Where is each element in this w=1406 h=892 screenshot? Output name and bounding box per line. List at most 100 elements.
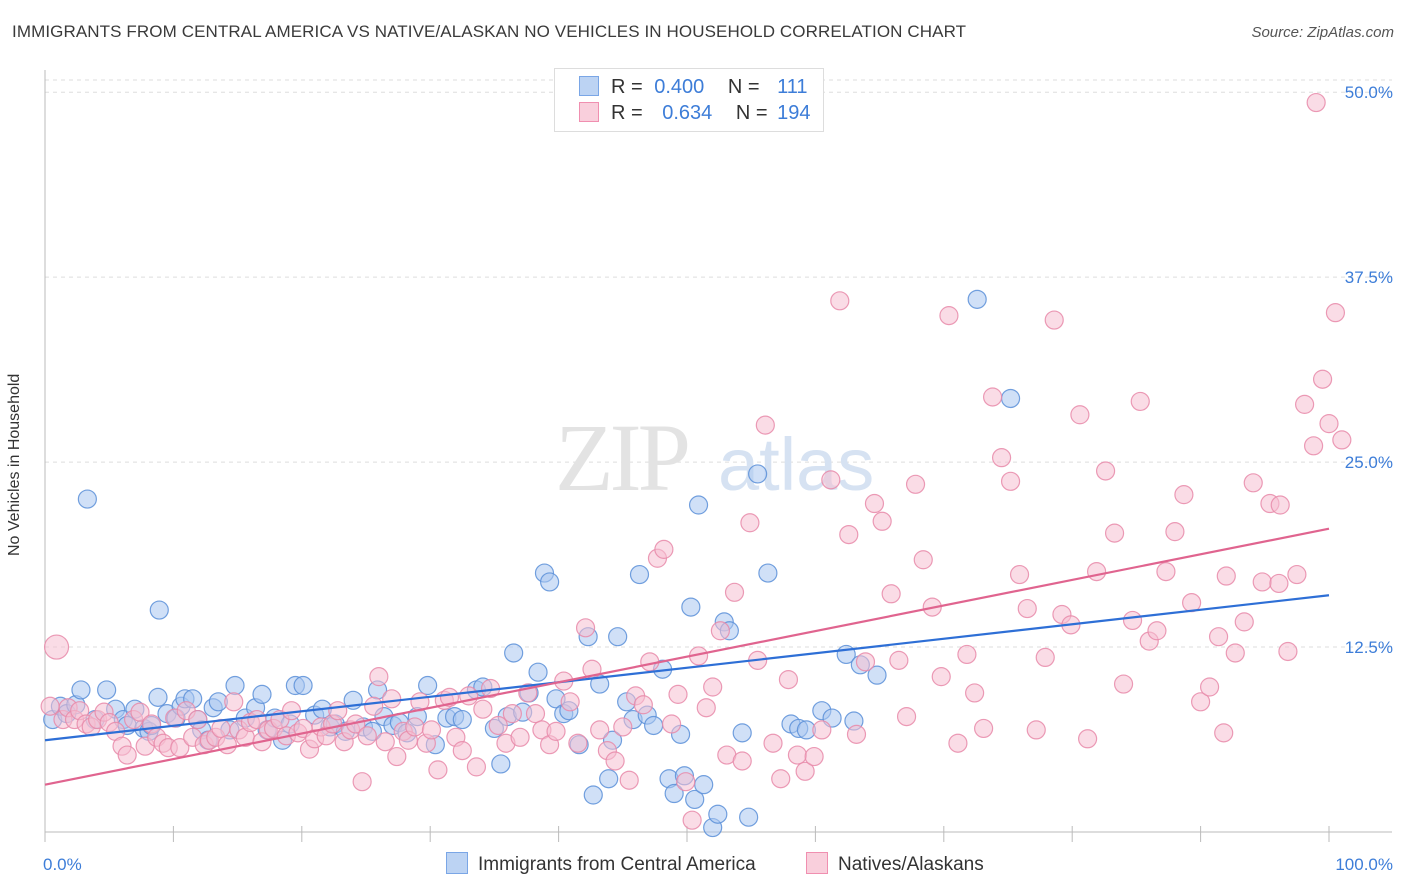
legend-r-label: R = <box>611 102 643 124</box>
pink-point <box>1026 720 1046 740</box>
watermark-atlas: atlas <box>718 423 874 506</box>
blue-point <box>732 723 752 743</box>
legend-n-value: 111 <box>777 76 808 98</box>
pink-point <box>382 689 402 709</box>
pink-point <box>633 695 653 715</box>
pink-point <box>117 745 137 765</box>
pink-point <box>703 677 723 697</box>
pink-point <box>130 702 150 722</box>
pink-point <box>502 704 522 724</box>
pink-point <box>488 715 508 736</box>
blue-point <box>252 684 272 704</box>
pink-point <box>1000 471 1021 491</box>
legend-row-series2: R = 0.634 N = 194 <box>579 102 811 126</box>
pink-point <box>821 470 841 490</box>
pink-point <box>1095 461 1116 481</box>
pink-point <box>421 720 442 740</box>
y-tick-label: 50.0% <box>1345 83 1393 102</box>
blue-point <box>748 464 768 484</box>
pink-point <box>991 448 1012 468</box>
blue-trend-line <box>44 594 1330 742</box>
pink-point <box>188 709 208 730</box>
watermark: ZIP atlas <box>555 404 874 511</box>
pink-point <box>1078 729 1098 749</box>
tick-label-layer: 12.5% 25.0% 37.5% 50.0% 0.0% 100.0% <box>43 83 1393 874</box>
blue-point <box>758 563 778 583</box>
pink-point <box>352 772 372 792</box>
pink-point <box>1325 303 1346 323</box>
pink-point <box>939 306 959 326</box>
pink-point <box>473 699 493 719</box>
pink-point <box>224 692 244 712</box>
y-tick-label: 25.0% <box>1345 453 1393 472</box>
pink-point <box>948 733 968 753</box>
pink-point <box>1312 369 1333 389</box>
blue-point <box>540 572 560 592</box>
pink-point <box>328 701 348 721</box>
y-tick-label: 12.5% <box>1345 638 1393 657</box>
pink-point <box>1165 522 1185 542</box>
pink-point <box>682 810 702 830</box>
blue-point <box>1000 388 1021 409</box>
pink-point <box>676 772 696 792</box>
bottom-legend-series1: Immigrants from Central America <box>446 852 756 876</box>
pink-point <box>1295 394 1315 414</box>
stats-legend: R = 0.400 N = 111 R = 0.634 N = 194 <box>554 68 824 132</box>
pink-point <box>1225 643 1245 663</box>
pink-point <box>755 415 775 435</box>
pink-point <box>619 770 639 790</box>
blue-point <box>149 600 169 620</box>
pink-point <box>568 733 588 753</box>
pink-point <box>1035 647 1055 668</box>
pink-point <box>560 692 580 712</box>
blue-point <box>418 675 438 696</box>
pink-point <box>839 524 859 545</box>
blue-point <box>71 680 91 700</box>
pink-point <box>787 745 808 765</box>
pink-point <box>965 683 985 703</box>
source-label: Source: ZipAtlas.com <box>1251 24 1394 41</box>
pink-point <box>1214 723 1234 743</box>
pink-point <box>217 735 237 755</box>
blue-point <box>491 754 511 774</box>
pink-point <box>654 539 674 559</box>
bottom-legend-swatch-blue <box>446 852 468 874</box>
pink-point <box>830 291 850 311</box>
pink-point <box>1174 485 1194 505</box>
pink-point <box>575 618 596 638</box>
pink-point <box>1332 430 1352 450</box>
pink-point <box>466 757 487 777</box>
pink-point <box>696 698 716 718</box>
pink-point <box>387 746 407 767</box>
blue-point <box>685 789 705 810</box>
pink-point <box>375 732 395 752</box>
bottom-legend-label: Natives/Alaskans <box>838 854 984 875</box>
pink-point <box>1017 598 1037 619</box>
points-layer <box>40 92 1352 838</box>
pink-point <box>1270 495 1290 515</box>
legend-n-label: N = <box>727 76 760 98</box>
blue-point <box>664 783 684 804</box>
pink-point <box>1086 561 1107 582</box>
blue-point <box>148 687 168 707</box>
blue-point <box>739 807 759 827</box>
blue-point <box>504 643 524 663</box>
blue-point <box>97 680 117 700</box>
blue-point <box>452 709 472 730</box>
pink-point <box>732 751 752 771</box>
pink-point <box>957 644 977 665</box>
pink-point <box>405 717 425 737</box>
blue-point <box>644 715 664 736</box>
pink-point <box>1130 391 1150 412</box>
pink-point <box>905 474 926 494</box>
blue-point <box>583 785 603 805</box>
x-tick-label: 100.0% <box>1335 855 1393 874</box>
pink-point <box>1269 573 1289 594</box>
legend-swatch-pink <box>579 102 599 122</box>
pink-point <box>974 718 994 739</box>
pink-point <box>661 714 682 734</box>
pink-point <box>525 704 546 724</box>
pink-point <box>1122 610 1143 631</box>
pink-point <box>428 760 448 780</box>
